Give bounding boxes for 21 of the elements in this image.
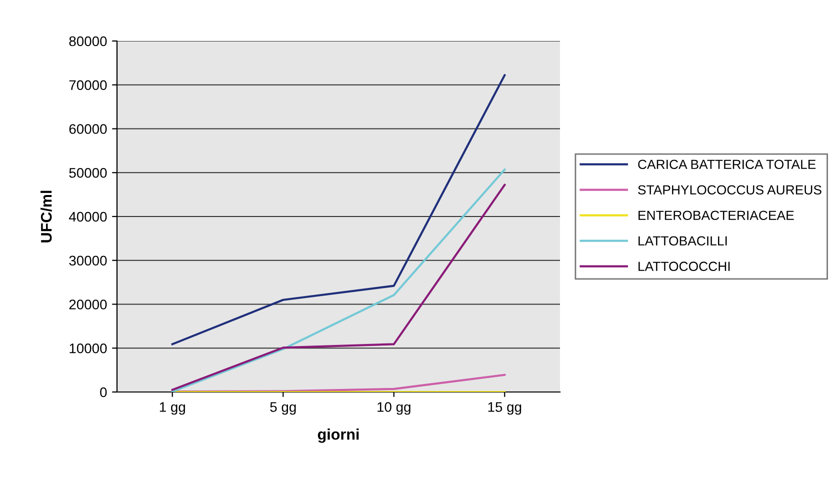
y-tick-label: 40000 [68,212,107,222]
y-tick-label: 0 [100,387,107,398]
legend-label: STAPHYLOCOCCUS AUREUS [638,185,822,195]
x-tick-label: 5 gg [270,402,296,415]
y-tick-label: 10000 [70,343,107,354]
y-tick-label: 70000 [69,80,107,90]
y-axis-title: UFC/ml [40,190,52,242]
legend-label: ENTEROBACTERIACEAE [638,210,794,220]
y-tick-label: 50000 [69,168,107,178]
line-series [171,74,506,346]
legend-label: LATTOCOCCHI [638,262,730,272]
y-tick-label: 80000 [69,36,107,46]
x-tick-label: 10 gg [378,402,410,415]
x-tick-label: 1 gg [160,402,185,415]
x-tick-label: 15 gg [488,402,522,415]
x-axis-title: giorni [318,428,359,443]
legend-label: CARICA BATTERICA TOTALE [638,160,816,170]
y-tick-label: 20000 [69,300,107,310]
y-tick-label: 60000 [69,124,107,134]
legend-label: LATTOBACILLI [638,236,727,246]
y-tick-label: 30000 [69,256,107,266]
